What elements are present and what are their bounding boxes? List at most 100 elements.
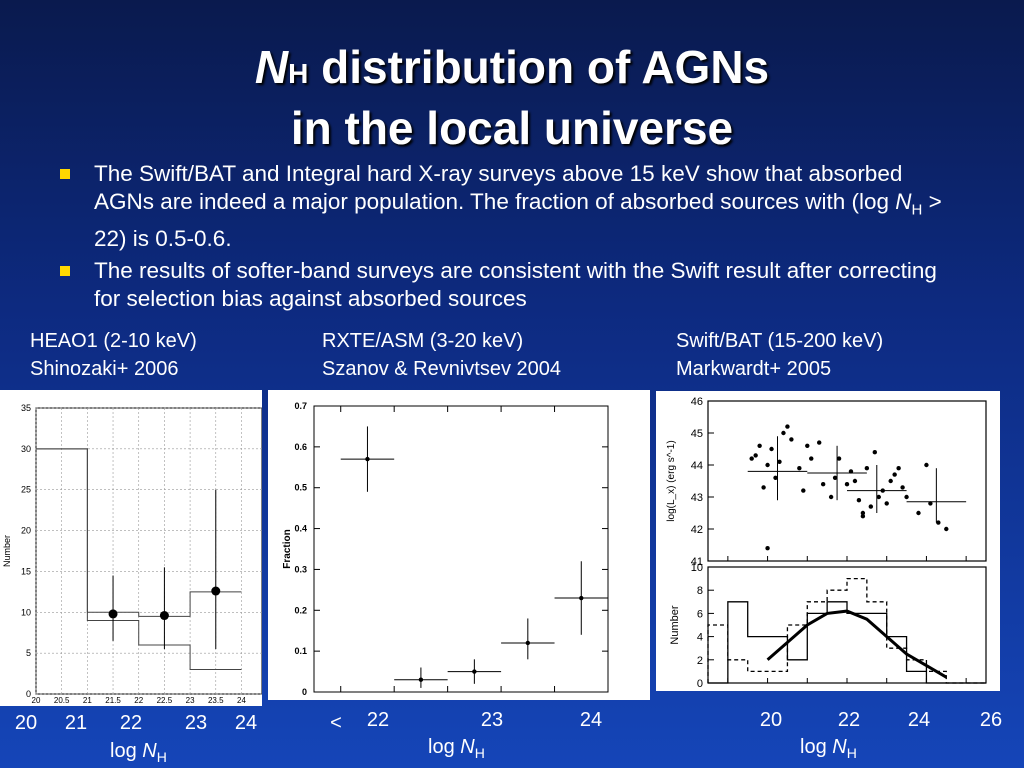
y-tick-label: 42 [691,524,703,536]
bullet-1-post: > 22) is 0.5-0.6. [94,189,942,251]
axis-label-3-sub: H [846,745,857,761]
scatter-point [781,430,786,436]
scatter-point [868,504,874,509]
y-axis-label: Fraction [282,529,293,568]
y-tick-label: 6 [697,608,703,620]
data-point [108,609,118,619]
panel-2-heading2: Szanov & Revnivtsev 2004 [322,358,562,380]
bullet-1-n: N [895,189,912,214]
scatter-point [820,482,826,487]
scatter-point [801,488,806,493]
y-tick-label: 0.1 [294,646,307,656]
y-tick-label: 4 [697,632,703,644]
bottom-y-axis-label: Number [669,605,681,644]
scatter-point [777,459,782,464]
scatter-point [749,456,754,461]
bullet-square-icon [60,169,70,179]
y-tick-label: 41 [691,556,703,568]
data-point [418,677,424,682]
panel-3-heading1: Swift/BAT (15-200 keV) [676,330,884,352]
axis-label-3-n: N [832,736,847,758]
bullet-1-text: The Swift/BAT and Integral hard X-ray su… [94,161,903,214]
title-n: N [254,41,289,93]
heao1-histogram-svg: 20 20.5 21 21.5 22 22.5 23 23.5 24 0 5 10 15 20 25 30 35… [2,403,263,705]
axis-label-1: log NH [110,740,167,765]
y-tick-label: 43 [691,492,703,504]
axis-label-2-n: N [460,736,475,758]
tick-label-p2: 24 [579,709,603,731]
x-tick-label: 21 [83,696,92,705]
panel-2-heading: RXTE/ASM (3-20 keV) Szanov & Revnivtsev 2… [322,327,561,383]
tick-label-p1: 22 [119,712,143,734]
y-tick-label: 20 [21,526,31,536]
y-tick-label: 0.2 [294,605,307,615]
x-tick-label: 21.5 [105,696,121,705]
panel-3-heading2: Markwardt+ 2005 [676,358,832,380]
histogram-dashed [707,577,986,684]
data-point [159,611,169,621]
y-tick-label: 10 [21,607,31,617]
histogram-solid [708,601,986,684]
tick-label-p3: 24 [907,709,931,731]
x-tick-label: 24 [237,696,246,705]
scatter-point [916,510,921,516]
scatter-point [896,466,901,471]
scatter-point [876,494,881,500]
y-tick-label: 0 [26,689,31,699]
y-axis-label: Number [2,535,12,567]
chart-rxte: 0 0.1 0.2 0.3 0.4 0.5 0.6 0.7 Fraction [268,390,650,700]
bullet-2: The results of softer-band surveys are c… [58,257,958,313]
scatter-point [765,462,770,468]
rxte-fraction-svg: 0 0.1 0.2 0.3 0.4 0.5 0.6 0.7 Fraction [282,401,609,697]
y-tick-label: 25 [21,485,31,495]
bullet-2-text: The results of softer-band surveys are c… [94,257,937,311]
title-line2: in the local universe [290,102,734,154]
tick-label-p1: 23 [184,712,208,734]
y-tick-label: 35 [21,403,31,413]
bullet-list: The Swift/BAT and Integral hard X-ray su… [58,160,958,317]
tick-label-p2: < [330,712,342,734]
y-tick-label: 46 [691,396,703,408]
panel-1-heading1: HEAO1 (2-10 keV) [30,330,197,352]
scatter-point [888,478,893,484]
data-point [472,669,477,674]
scatter-point [773,475,778,480]
scatter-point [753,453,758,458]
scatter-point [789,437,794,442]
y-tick-label: 0.6 [294,442,307,452]
scatter-point [805,443,810,448]
scatter-point [900,485,905,490]
scatter-point [924,462,929,468]
scatter-point [844,482,850,487]
y-tick-label: 15 [21,566,31,576]
axis-label-3-pre: log [800,736,833,758]
tick-label-p3: 22 [837,709,861,731]
scatter-point [928,501,933,506]
y-tick-label: 45 [691,428,703,440]
tick-label-p3: 20 [759,709,783,731]
y-tick-label: 8 [697,585,703,597]
y-tick-label: 0 [697,678,703,690]
scatter-point [836,456,842,461]
scatter-point [809,456,814,461]
scatter-point [892,472,897,477]
tick-label-p2: 22 [366,709,390,731]
x-tick-label: 22.5 [157,696,173,705]
panel-3-heading: Swift/BAT (15-200 keV) Markwardt+ 2005 [676,327,883,383]
title-subscript: H [288,58,309,89]
y-tick-label: 0.3 [294,564,307,574]
plot-frame [35,407,263,695]
tick-label-p1: 24 [234,712,258,734]
scatter-point [864,466,870,471]
scatter-point [797,466,802,471]
y-tick-label: 30 [21,444,31,454]
top-y-axis-label: log(L_x) (erg s^-1) [666,440,677,521]
bullet-square-icon [60,265,70,276]
y-tick-label: 0.5 [294,483,307,493]
y-tick-label: 10 [691,562,703,574]
scatter-point [828,494,834,500]
top-frame [707,400,987,562]
scatter-point [856,498,862,503]
axis-label-1-pre: log [110,740,143,762]
